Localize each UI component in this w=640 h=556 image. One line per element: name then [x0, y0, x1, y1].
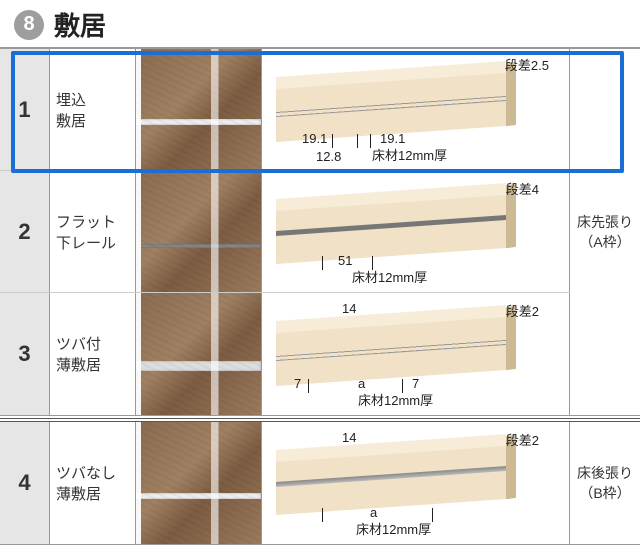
dim-a: a [358, 376, 365, 391]
section-header: 8 敷居 [0, 0, 640, 49]
section-title: 敷居 [54, 6, 106, 43]
group-b: 4 ツバなし 薄敷居 14 段差2 a 床材12mm厚 [0, 422, 640, 545]
row-diagram: 段差2.5 19.1 19.1 12.8 床材12mm厚 [262, 49, 570, 170]
group-a: 1 埋込 敷居 段差2.5 19.1 19.1 12.8 床材12mm厚 [0, 49, 640, 416]
group-b-note: 床後張り （B枠） [570, 422, 640, 544]
floor-label: 床材12mm厚 [358, 390, 433, 409]
group-a-note-text: 床先張り （A枠） [577, 212, 633, 252]
dim-14: 14 [342, 430, 356, 445]
step-label: 段差4 [506, 179, 539, 198]
row-photo [136, 171, 262, 292]
row-name-text: ツバなし 薄敷居 [56, 462, 116, 504]
row-name: フラット 下レール [50, 171, 136, 292]
row-name-text: ツバ付 薄敷居 [56, 333, 101, 375]
row-name: ツバなし 薄敷居 [50, 422, 136, 544]
floor-label: 床材12mm厚 [356, 519, 431, 538]
group-a-note: 床先張り （A枠） [570, 49, 640, 415]
row-photo [136, 422, 262, 544]
dim-19-1-left: 19.1 [302, 131, 327, 146]
dim-19-1-right: 19.1 [380, 131, 405, 146]
table-row: 3 ツバ付 薄敷居 14 段差2 7 a 7 床材12mm厚 [0, 293, 570, 415]
row-diagram: 14 段差2 7 a 7 床材12mm厚 [262, 293, 570, 415]
sill-spec-table: 8 敷居 1 埋込 敷居 段差2.5 19.1 [0, 0, 640, 545]
table-row: 1 埋込 敷居 段差2.5 19.1 19.1 12.8 床材12mm厚 [0, 49, 570, 171]
section-number-badge: 8 [14, 10, 44, 40]
floor-label: 床材12mm厚 [352, 267, 427, 286]
dim-7-left: 7 [294, 376, 301, 391]
group-b-rows: 4 ツバなし 薄敷居 14 段差2 a 床材12mm厚 [0, 422, 570, 544]
dim-a: a [370, 505, 377, 520]
row-number: 4 [0, 422, 50, 544]
step-label: 段差2 [506, 301, 539, 320]
table-row: 4 ツバなし 薄敷居 14 段差2 a 床材12mm厚 [0, 422, 570, 544]
step-label: 段差2 [506, 430, 539, 449]
group-b-note-text: 床後張り （B枠） [577, 463, 633, 503]
row-name-text: フラット 下レール [56, 211, 116, 253]
row-diagram: 14 段差2 a 床材12mm厚 [262, 422, 570, 544]
row-photo [136, 293, 262, 415]
step-label: 段差2.5 [505, 55, 549, 74]
row-number: 2 [0, 171, 50, 292]
row-number: 1 [0, 49, 50, 170]
row-photo [136, 49, 262, 170]
row-name: 埋込 敷居 [50, 49, 136, 170]
dim-12-8: 12.8 [316, 149, 341, 164]
dim-51: 51 [338, 253, 352, 268]
dim-14: 14 [342, 301, 356, 316]
dim-7-right: 7 [412, 376, 419, 391]
row-number: 3 [0, 293, 50, 415]
table-wrapper: 1 埋込 敷居 段差2.5 19.1 19.1 12.8 床材12mm厚 [0, 49, 640, 545]
row-name: ツバ付 薄敷居 [50, 293, 136, 415]
floor-label: 床材12mm厚 [372, 145, 447, 164]
group-a-rows: 1 埋込 敷居 段差2.5 19.1 19.1 12.8 床材12mm厚 [0, 49, 570, 415]
row-name-text: 埋込 敷居 [56, 89, 86, 131]
table-row: 2 フラット 下レール 段差4 51 床材12mm厚 [0, 171, 570, 293]
row-diagram: 段差4 51 床材12mm厚 [262, 171, 570, 292]
